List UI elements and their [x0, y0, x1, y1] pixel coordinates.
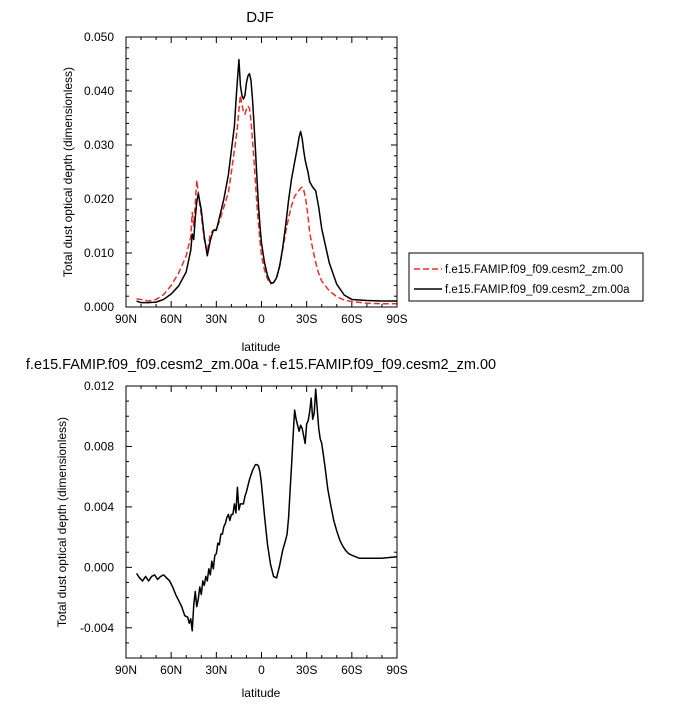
top-series-line-1 [136, 58, 397, 304]
bottom-series-line-0 [135, 388, 398, 632]
top-x-tick-label: 90S [386, 312, 407, 326]
bottom-x-tick-label: 0 [258, 663, 265, 677]
legend-label-series-0: f.e15.FAMIP.f09_f09.cesm2_zm.00 [445, 264, 623, 276]
bottom-x-tick-label: 60N [160, 663, 182, 677]
bottom-y-tick-label: 0.004 [84, 500, 114, 514]
bottom-y-tick-label: 0.012 [84, 379, 114, 393]
top-plot-area: 90N 60N 30N 0 30S 60S 90S 0.000 0.010 0.020 0.030 0… [84, 30, 408, 326]
bottom-y-tick-label: 0.008 [84, 439, 114, 453]
top-y-tick-label: 0.050 [84, 30, 114, 44]
top-x-tick-label: 60S [341, 312, 362, 326]
bottom-y-tick-label: 0.000 [84, 560, 114, 574]
legend-box [408, 252, 644, 302]
legend: f.e15.FAMIP.f09_f09.cesm2_zm.00 f.e15.FA… [408, 252, 644, 302]
bottom-chart-title: f.e15.FAMIP.f09_f09.cesm2_zm.00a - f.e15… [26, 357, 496, 373]
bottom-plot-frame [125, 385, 398, 659]
bottom-x-tick-label: 90S [386, 663, 407, 677]
bottom-x-tick-label: 60S [341, 663, 362, 677]
top-series-line-0 [136, 94, 397, 305]
bottom-plot-area: 90N 60N 30N 0 30S 60S 90S -0.004 0.000 0.004 0.008… [80, 379, 408, 677]
top-panel: DJF 90N 60N 30N 0 30S 60S 90S 0.000 0.010 0.020 0.… [61, 9, 408, 354]
top-plot-frame [125, 36, 398, 308]
top-y-tick-label: 0.010 [84, 246, 114, 260]
top-x-tick-label: 30N [205, 312, 227, 326]
legend-label-series-1: f.e15.FAMIP.f09_f09.cesm2_zm.00a [445, 284, 630, 296]
top-x-tick-label: 30S [296, 312, 317, 326]
bottom-x-tick-label: 30N [205, 663, 227, 677]
top-x-tick-label: 90N [115, 312, 137, 326]
bottom-y-axis-label: Total dust optical depth (dimensionless) [55, 417, 69, 627]
top-x-tick-label: 0 [258, 312, 265, 326]
top-y-tick-label: 0.040 [84, 84, 114, 98]
top-x-tick-label: 60N [160, 312, 182, 326]
top-y-tick-label: 0.000 [84, 300, 114, 314]
bottom-panel: f.e15.FAMIP.f09_f09.cesm2_zm.00a - f.e15… [26, 357, 496, 700]
bottom-y-tick-label: -0.004 [80, 621, 114, 635]
top-y-tick-label: 0.020 [84, 192, 114, 206]
bottom-x-tick-label: 30S [296, 663, 317, 677]
top-chart-title: DJF [246, 9, 274, 26]
top-y-axis-label: Total dust optical depth (dimensionless) [61, 67, 75, 277]
top-y-tick-label: 0.030 [84, 138, 114, 152]
bottom-x-tick-label: 90N [115, 663, 137, 677]
top-x-axis-label: latitude [242, 340, 281, 354]
bottom-x-axis-label: latitude [242, 686, 281, 700]
